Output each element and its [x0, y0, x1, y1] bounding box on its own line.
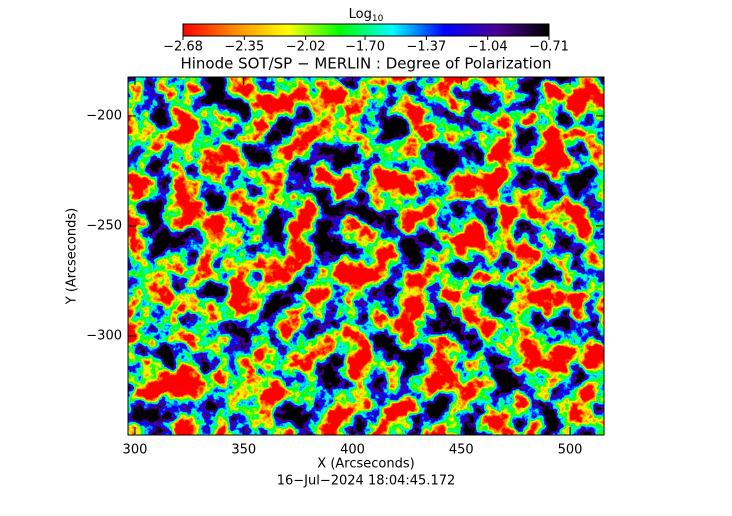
colorbar-tick-label: −2.68: [163, 40, 203, 55]
y-tick-label: −250: [86, 218, 122, 233]
x-tick-label: 500: [558, 443, 583, 458]
x-tick-label: 400: [340, 443, 365, 458]
colorbar-tick-label: −1.37: [406, 40, 446, 55]
colorbar-tick-label: −2.02: [286, 40, 326, 55]
y-axis-label: Y (Arcseconds): [65, 208, 80, 305]
chart-title: Hinode SOT/SP − MERLIN : Degree of Polar…: [180, 55, 551, 73]
colorbar-tick-label: −1.70: [345, 40, 385, 55]
y-tick-label: −200: [86, 108, 122, 123]
x-tick-label: 450: [449, 443, 474, 458]
colorbar-tick-label: −1.04: [468, 40, 508, 55]
colorbar-label: Log10: [349, 7, 384, 24]
colorbar: [182, 23, 550, 37]
plot-frame: [127, 76, 605, 436]
x-tick-label: 350: [231, 443, 256, 458]
colorbar-tick-label: −2.35: [224, 40, 264, 55]
solar-image: [128, 77, 604, 435]
x-axis-label: X (Arcseconds): [317, 457, 414, 472]
colorbar-tick-label: −0.71: [529, 40, 569, 55]
y-tick-label: −300: [86, 328, 122, 343]
x-tick-label: 300: [123, 443, 148, 458]
footer-date: 16−Jul−2024 18:04:45.172: [277, 474, 456, 489]
